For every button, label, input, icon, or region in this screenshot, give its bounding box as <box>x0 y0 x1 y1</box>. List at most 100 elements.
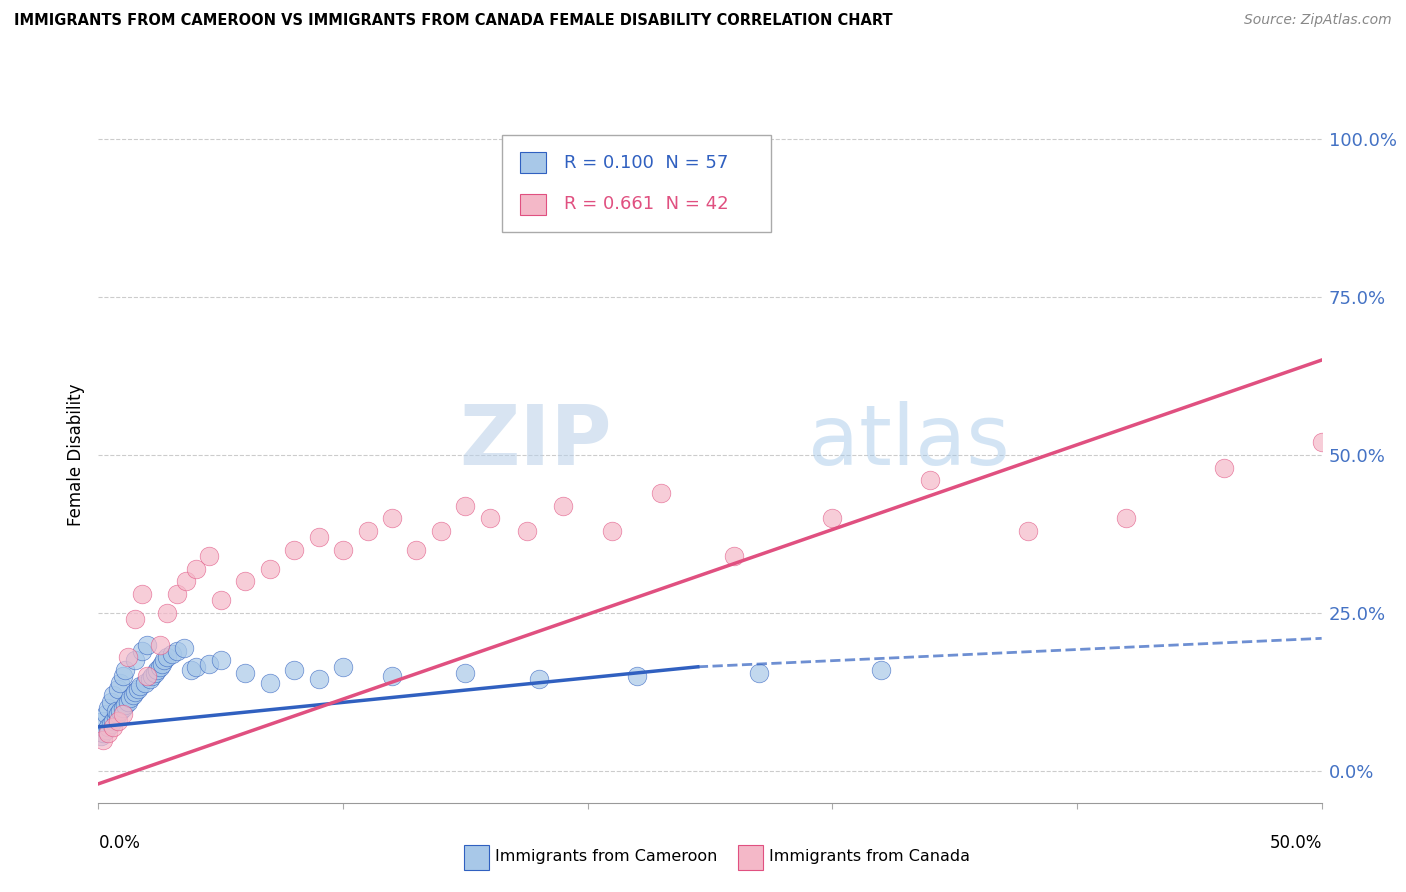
Point <box>124 612 146 626</box>
Point <box>110 675 132 690</box>
FancyBboxPatch shape <box>520 153 546 173</box>
Text: atlas: atlas <box>808 401 1010 482</box>
Point <box>101 720 124 734</box>
Y-axis label: Female Disability: Female Disability <box>67 384 86 526</box>
Point <box>156 650 179 665</box>
Point <box>111 707 134 722</box>
Point <box>430 524 453 538</box>
Point <box>111 669 134 683</box>
Text: 50.0%: 50.0% <box>1270 834 1322 852</box>
Point <box>283 663 305 677</box>
Point <box>110 704 132 718</box>
Point <box>186 660 208 674</box>
Point <box>97 726 120 740</box>
Point <box>149 660 172 674</box>
Point <box>111 701 134 715</box>
Point <box>283 542 305 557</box>
Point <box>197 549 219 563</box>
Point <box>97 720 120 734</box>
Point <box>114 698 136 712</box>
Point <box>1384 473 1406 487</box>
Point <box>553 499 575 513</box>
Text: Immigrants from Cameroon: Immigrants from Cameroon <box>495 849 717 863</box>
Point <box>209 653 232 667</box>
Point <box>308 673 330 687</box>
Point <box>332 542 354 557</box>
Text: Source: ZipAtlas.com: Source: ZipAtlas.com <box>1244 13 1392 28</box>
Point <box>748 666 770 681</box>
Point <box>1212 460 1234 475</box>
Point <box>107 707 129 722</box>
Point <box>136 669 159 683</box>
Point <box>91 732 114 747</box>
Point <box>121 688 143 702</box>
Point <box>153 653 176 667</box>
Point <box>197 657 219 671</box>
Point <box>454 499 477 513</box>
Point <box>127 681 149 696</box>
Point <box>626 669 648 683</box>
Point <box>478 511 501 525</box>
Point <box>104 704 127 718</box>
Point <box>94 707 117 722</box>
Point <box>124 685 146 699</box>
Point <box>117 695 139 709</box>
Point <box>233 666 256 681</box>
Point <box>259 675 281 690</box>
Text: IMMIGRANTS FROM CAMEROON VS IMMIGRANTS FROM CANADA FEMALE DISABILITY CORRELATION: IMMIGRANTS FROM CAMEROON VS IMMIGRANTS F… <box>14 13 893 29</box>
Point <box>100 695 122 709</box>
Point <box>141 669 163 683</box>
Point <box>104 710 127 724</box>
Point <box>97 701 120 715</box>
Point <box>100 716 122 731</box>
Point <box>920 473 942 487</box>
Point <box>1115 511 1137 525</box>
Point <box>308 530 330 544</box>
Point <box>381 669 404 683</box>
Point <box>94 723 117 737</box>
Point <box>332 660 354 674</box>
Point <box>176 574 198 589</box>
Point <box>405 542 427 557</box>
Text: 0.0%: 0.0% <box>98 834 141 852</box>
Point <box>131 644 153 658</box>
Point <box>515 524 537 538</box>
Point <box>150 657 173 671</box>
Point <box>1310 435 1333 450</box>
Point <box>139 673 162 687</box>
FancyBboxPatch shape <box>502 135 772 232</box>
Point <box>180 663 202 677</box>
Point <box>870 663 893 677</box>
FancyBboxPatch shape <box>520 194 546 215</box>
Text: ZIP: ZIP <box>460 401 612 482</box>
Point <box>166 587 188 601</box>
Point <box>114 663 136 677</box>
Point <box>90 730 112 744</box>
Point <box>186 562 208 576</box>
Point <box>723 549 745 563</box>
Point <box>101 688 124 702</box>
Point <box>117 650 139 665</box>
Point <box>454 666 477 681</box>
Point <box>143 666 166 681</box>
Point <box>134 675 156 690</box>
Point <box>166 644 188 658</box>
Point <box>381 511 404 525</box>
Point <box>259 562 281 576</box>
Point <box>146 663 169 677</box>
Point <box>209 593 232 607</box>
Point <box>156 606 179 620</box>
Point <box>91 714 114 728</box>
Point <box>149 638 172 652</box>
Point <box>160 647 183 661</box>
Point <box>527 673 550 687</box>
Point <box>233 574 256 589</box>
Point <box>101 714 124 728</box>
Point <box>650 486 672 500</box>
Point <box>600 524 623 538</box>
Point <box>124 653 146 667</box>
Point <box>1017 524 1039 538</box>
Point <box>120 691 142 706</box>
Point <box>173 640 195 655</box>
Point <box>821 511 844 525</box>
